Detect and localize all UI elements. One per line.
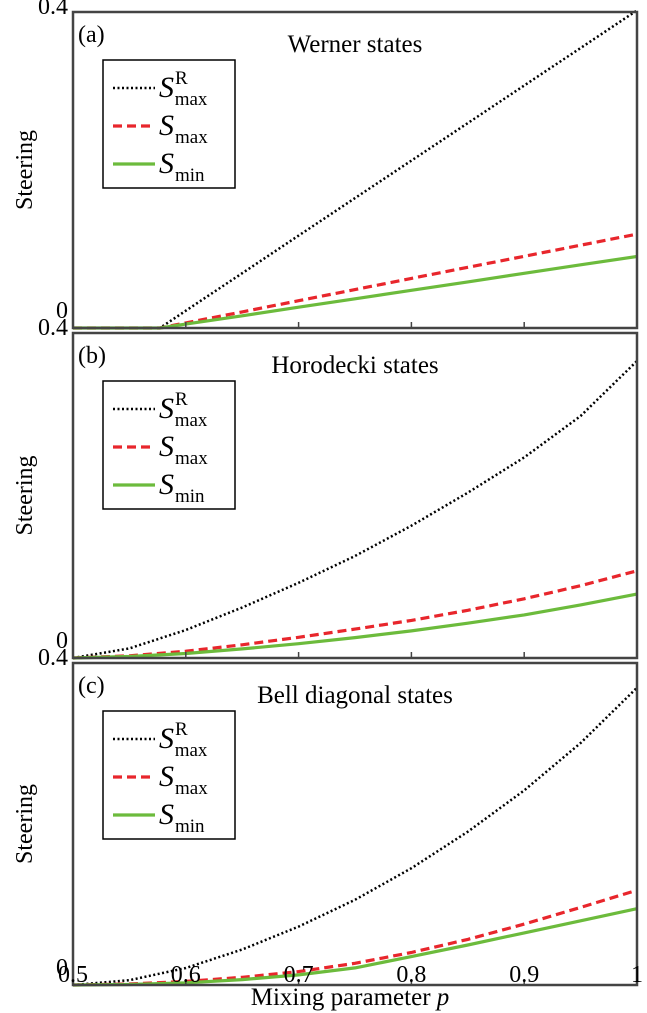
plot-frame	[71, 331, 639, 660]
y-tick-label: 0.4	[38, 315, 68, 341]
panel-b: 0 0.4 Steering (b) Horodecki states SR maxSmax…	[12, 315, 639, 660]
panel-label: (b)	[78, 343, 106, 369]
panel-label: (c)	[78, 673, 105, 699]
x-axis-label: Mixing parameter p	[251, 984, 450, 1011]
panel-title: Horodecki states	[271, 352, 438, 379]
x-axis-label-variable: p	[435, 984, 450, 1011]
series-line-max	[72, 888, 638, 987]
x-tick-label: 1	[631, 962, 643, 988]
panel-title: Werner states	[288, 31, 423, 58]
x-tick-label: 0.9	[509, 962, 539, 988]
legend-label: Smax	[159, 430, 208, 469]
y-tick-label: 0	[56, 628, 68, 654]
panel-a: 0 0.4 Steering (a) Werner states SR maxSmaxSmi…	[12, 0, 639, 330]
series-line-max-R	[72, 686, 638, 987]
y-tick-label: 0	[56, 298, 68, 324]
legend-label: SR max	[159, 68, 208, 110]
legend-label: Smin	[159, 798, 205, 837]
legend-box	[102, 59, 236, 189]
series-line-min	[73, 254, 638, 330]
x-axis-label-text: Mixing parameter	[251, 984, 437, 1011]
legend-label: Smin	[159, 468, 205, 507]
x-tick-label: 0.6	[171, 962, 201, 988]
legend-label: SR max	[159, 389, 208, 431]
series-line-max	[72, 569, 638, 660]
legend-label: SR max	[159, 719, 208, 761]
plot-frame	[71, 661, 639, 987]
x-tick-label: 0.5	[58, 962, 88, 988]
y-axis-label: Steering	[12, 784, 38, 864]
panel-c: 0 0.4 0.5 0.6 0.7 0.8 0.9 1 Steering (c) Bell diag…	[12, 645, 643, 988]
panel-label: (a)	[78, 22, 105, 48]
series-line-min	[72, 592, 638, 660]
series-line-max	[73, 232, 638, 330]
legend-box	[102, 710, 236, 840]
plot-frame	[71, 10, 639, 330]
legend-box	[102, 380, 236, 510]
panel-title: Bell diagonal states	[257, 682, 453, 709]
y-tick-label: 0.4	[38, 0, 68, 20]
legend-label: Smax	[159, 109, 208, 148]
y-tick-label: 0.4	[38, 645, 68, 671]
x-tick-label: 0.7	[284, 962, 314, 988]
y-axis-label: Steering	[12, 130, 38, 210]
y-axis-label: Steering	[12, 456, 38, 536]
legend-label: Smin	[159, 147, 205, 186]
x-tick-label: 0.8	[396, 962, 426, 988]
y-tick-label: 0	[56, 955, 68, 981]
series-line-min	[72, 907, 638, 987]
legend-label: Smax	[159, 760, 208, 799]
